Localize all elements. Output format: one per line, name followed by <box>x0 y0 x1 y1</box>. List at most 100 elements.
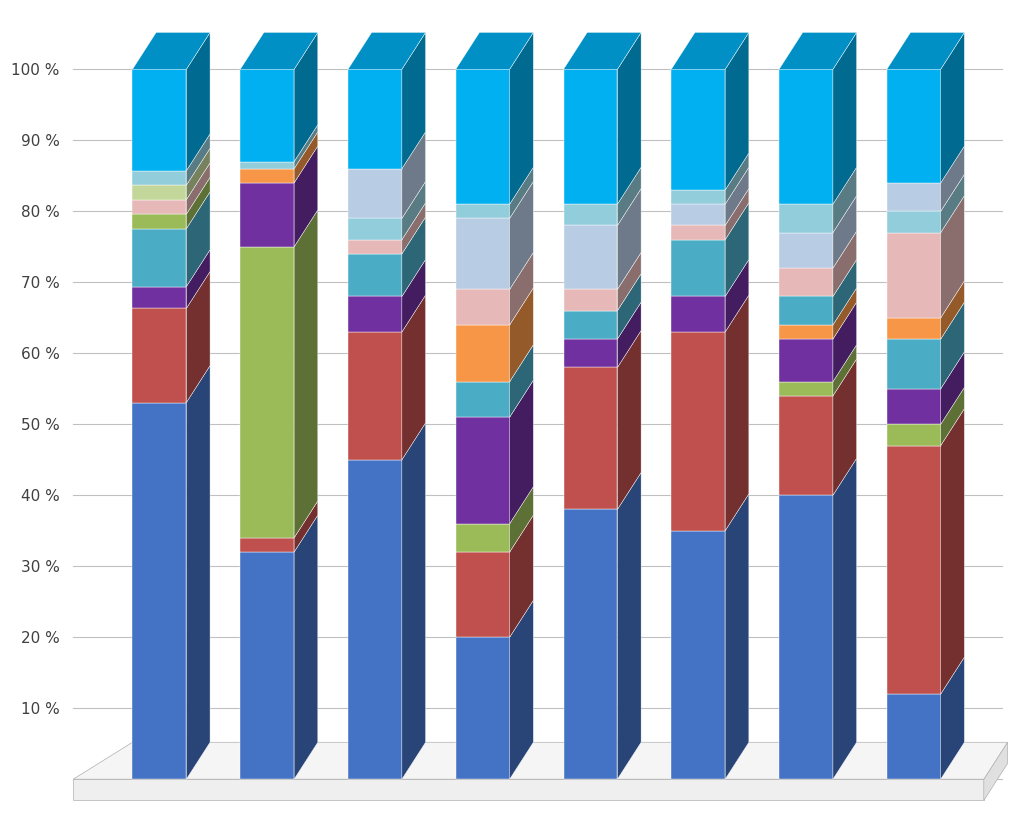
Polygon shape <box>241 169 294 183</box>
Polygon shape <box>294 33 317 161</box>
Polygon shape <box>672 204 725 225</box>
Polygon shape <box>887 389 941 424</box>
Polygon shape <box>887 339 941 389</box>
Polygon shape <box>73 780 984 801</box>
Polygon shape <box>779 396 833 496</box>
Polygon shape <box>132 70 186 171</box>
Polygon shape <box>833 459 857 780</box>
Polygon shape <box>348 169 401 218</box>
Polygon shape <box>456 381 510 417</box>
Polygon shape <box>132 308 186 402</box>
Polygon shape <box>887 183 941 212</box>
Polygon shape <box>348 254 401 297</box>
Polygon shape <box>241 552 294 780</box>
Polygon shape <box>941 196 965 318</box>
Polygon shape <box>941 175 965 233</box>
Polygon shape <box>887 70 941 183</box>
Polygon shape <box>887 318 941 339</box>
Polygon shape <box>779 325 833 339</box>
Polygon shape <box>563 311 617 339</box>
Polygon shape <box>833 196 857 268</box>
Polygon shape <box>779 339 833 381</box>
Polygon shape <box>294 210 317 538</box>
Polygon shape <box>241 33 317 70</box>
Polygon shape <box>779 70 833 204</box>
Polygon shape <box>725 153 749 204</box>
Polygon shape <box>401 260 426 332</box>
Polygon shape <box>456 290 510 325</box>
Polygon shape <box>510 486 534 552</box>
Polygon shape <box>941 33 965 183</box>
Polygon shape <box>294 124 317 169</box>
Polygon shape <box>833 344 857 396</box>
Polygon shape <box>779 381 833 396</box>
Polygon shape <box>563 290 617 311</box>
Polygon shape <box>348 218 401 239</box>
Polygon shape <box>456 218 510 290</box>
Polygon shape <box>510 344 534 417</box>
Polygon shape <box>617 302 641 367</box>
Polygon shape <box>672 297 725 332</box>
Polygon shape <box>186 149 210 200</box>
Polygon shape <box>725 33 749 190</box>
Polygon shape <box>132 171 186 185</box>
Polygon shape <box>241 183 294 247</box>
Polygon shape <box>887 233 941 318</box>
Polygon shape <box>348 33 426 70</box>
Polygon shape <box>510 601 534 780</box>
Polygon shape <box>672 531 725 780</box>
Polygon shape <box>132 286 186 308</box>
Polygon shape <box>617 473 641 780</box>
Polygon shape <box>456 70 510 204</box>
Polygon shape <box>779 496 833 780</box>
Polygon shape <box>186 271 210 402</box>
Polygon shape <box>401 295 426 459</box>
Polygon shape <box>294 132 317 183</box>
Polygon shape <box>348 239 401 254</box>
Polygon shape <box>941 657 965 780</box>
Polygon shape <box>941 146 965 212</box>
Polygon shape <box>725 202 749 297</box>
Polygon shape <box>672 33 749 70</box>
Polygon shape <box>887 212 941 233</box>
Polygon shape <box>779 233 833 268</box>
Polygon shape <box>725 167 749 225</box>
Polygon shape <box>294 515 317 780</box>
Polygon shape <box>73 743 1008 780</box>
Polygon shape <box>348 70 401 169</box>
Polygon shape <box>401 132 426 218</box>
Polygon shape <box>563 204 617 225</box>
Polygon shape <box>563 509 617 780</box>
Polygon shape <box>510 381 534 523</box>
Polygon shape <box>241 70 294 161</box>
Polygon shape <box>186 163 210 214</box>
Polygon shape <box>779 204 833 233</box>
Polygon shape <box>563 367 617 509</box>
Polygon shape <box>186 192 210 286</box>
Polygon shape <box>510 167 534 218</box>
Polygon shape <box>779 268 833 297</box>
Polygon shape <box>833 231 857 297</box>
Polygon shape <box>186 177 210 228</box>
Polygon shape <box>348 459 401 780</box>
Polygon shape <box>833 167 857 233</box>
Polygon shape <box>617 33 641 204</box>
Polygon shape <box>941 281 965 339</box>
Polygon shape <box>725 494 749 780</box>
Polygon shape <box>984 743 1008 801</box>
Polygon shape <box>672 225 725 239</box>
Polygon shape <box>617 167 641 225</box>
Polygon shape <box>833 33 857 204</box>
Polygon shape <box>186 365 210 780</box>
Polygon shape <box>887 33 965 70</box>
Polygon shape <box>186 33 210 171</box>
Polygon shape <box>456 638 510 780</box>
Polygon shape <box>510 253 534 325</box>
Polygon shape <box>725 295 749 531</box>
Polygon shape <box>401 33 426 169</box>
Polygon shape <box>241 538 294 552</box>
Polygon shape <box>510 515 534 638</box>
Polygon shape <box>510 33 534 204</box>
Polygon shape <box>941 387 965 445</box>
Polygon shape <box>294 501 317 552</box>
